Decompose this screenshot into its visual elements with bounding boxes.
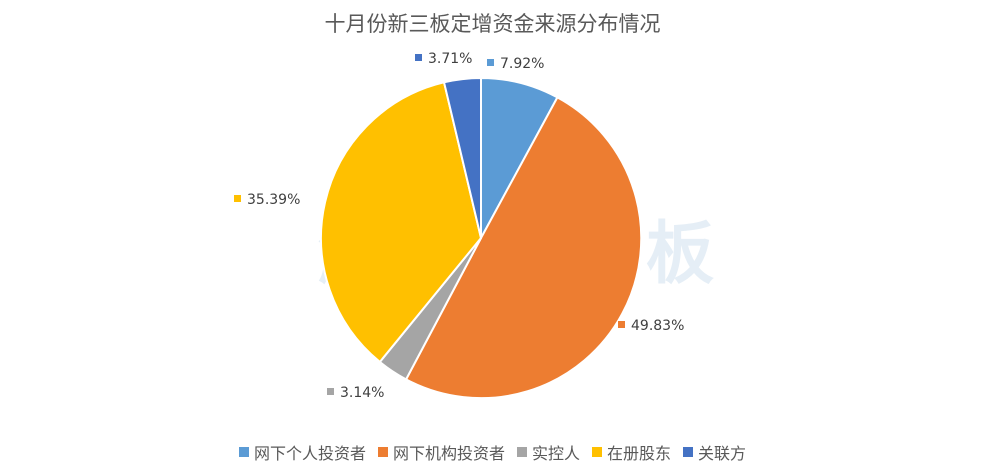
legend-label: 关联方 (698, 444, 747, 463)
pie-slice-5 (442, 76, 482, 239)
legend-swatch (377, 447, 388, 457)
data-label-marker-2 (618, 321, 625, 328)
data-label-marker-5 (415, 54, 422, 61)
chart-title: 十月份新三板定增资金来源分布情况 (324, 12, 661, 36)
legend-label: 在册股东 (607, 444, 672, 463)
chart-legend: 网下个人投资者 网下机构投资者 实控人 在册股东 关联方 (0, 440, 985, 464)
legend-swatch (238, 447, 249, 457)
legend-item-2: 网下机构投资者 (377, 440, 505, 464)
data-label-4: 35.39% (247, 192, 300, 208)
data-label-marker-1 (487, 59, 494, 66)
data-label-1: 7.92% (500, 56, 544, 72)
legend-swatch (683, 447, 694, 457)
legend-swatch (592, 447, 602, 457)
data-label-marker-4 (234, 195, 241, 202)
legend-item-3: 实控人 (516, 440, 580, 464)
data-label-2: 49.83% (631, 318, 684, 334)
legend-swatch (516, 447, 527, 457)
legend-label: 实控人 (531, 444, 580, 463)
data-label-5: 3.71% (428, 51, 472, 67)
pie-slice-4 (320, 81, 483, 364)
legend-item-5: 关联方 (683, 440, 746, 464)
legend-label: 网下个人投资者 (253, 444, 366, 463)
legend-item-4: 在册股东 (592, 440, 671, 464)
legend-label: 网下机构投资者 (392, 444, 505, 463)
data-label-3: 3.14% (340, 385, 384, 401)
pie-slice-2 (404, 96, 643, 400)
legend-item-1: 网下个人投资者 (238, 440, 366, 464)
data-label-marker-3 (327, 388, 334, 395)
